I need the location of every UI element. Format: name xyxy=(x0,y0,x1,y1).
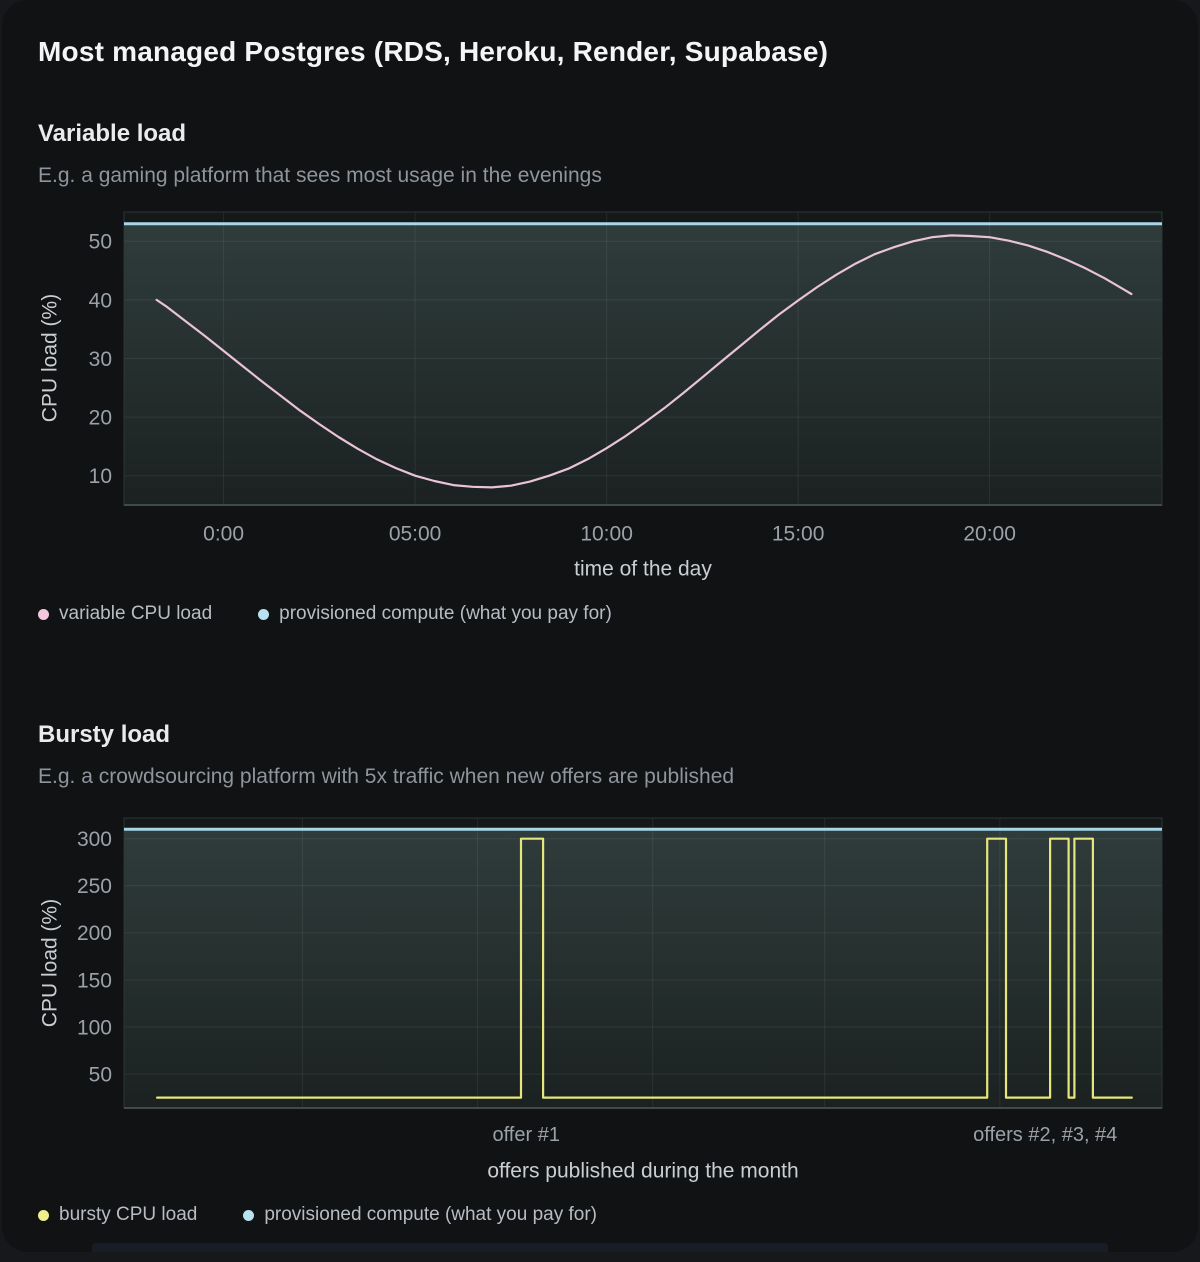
legend-label: bursty CPU load xyxy=(59,1204,198,1225)
svg-text:150: 150 xyxy=(77,969,112,992)
svg-text:40: 40 xyxy=(89,289,112,312)
svg-text:30: 30 xyxy=(89,348,112,371)
legend-dot xyxy=(38,1209,49,1221)
legend-label: provisioned compute (what you pay for) xyxy=(279,603,612,624)
variable-load-title: Variable load xyxy=(38,120,187,147)
legend-label: provisioned compute (what you pay for) xyxy=(264,1204,598,1225)
y-axis-label: CPU load (%) xyxy=(38,899,61,1027)
svg-text:10:00: 10:00 xyxy=(580,522,633,545)
svg-text:200: 200 xyxy=(77,922,112,945)
y-tick-labels: 10 20 30 40 50 xyxy=(89,231,112,488)
svg-text:300: 300 xyxy=(77,828,112,851)
gridlines xyxy=(124,212,1162,505)
legend-item[interactable]: provisioned compute (what you pay for) xyxy=(258,603,612,625)
svg-text:05:00: 05:00 xyxy=(389,522,442,545)
next-section-peek xyxy=(92,1243,1108,1252)
svg-text:20: 20 xyxy=(89,406,112,429)
cpu-load-line xyxy=(155,234,1133,489)
legend-item[interactable]: bursty CPU load xyxy=(38,1204,197,1226)
variable-load-legend: variable CPU load provisioned compute (wh… xyxy=(38,603,612,625)
annotation-label: offers #2, #3, #4 xyxy=(973,1124,1117,1146)
legend-item[interactable]: variable CPU load xyxy=(38,603,212,625)
annotation-label: offer #1 xyxy=(492,1124,559,1146)
x-axis-label: time of the day xyxy=(574,557,712,580)
svg-text:15:00: 15:00 xyxy=(772,522,825,545)
y-tick-labels: 50 100 150 200 250 300 xyxy=(77,828,112,1086)
gridlines xyxy=(124,818,1162,1108)
bursty-load-subtitle: E.g. a crowdsourcing platform with 5x tr… xyxy=(38,765,735,788)
svg-text:10: 10 xyxy=(89,465,112,488)
legend-dot xyxy=(243,1209,255,1221)
x-tick-labels: 0:00 05:00 10:00 15:00 20:00 xyxy=(203,522,1016,545)
provisioned-area xyxy=(124,829,1162,1108)
bursty-load-chart: 50 100 150 200 250 300 offer #1 offers #2, #3, … xyxy=(38,817,1163,1182)
page-title: Most managed Postgres (RDS, Heroku, Rend… xyxy=(38,36,829,67)
svg-text:20:00: 20:00 xyxy=(963,522,1016,545)
svg-text:100: 100 xyxy=(77,1016,112,1039)
svg-text:250: 250 xyxy=(77,875,112,898)
x-axis-label: offers published during the month xyxy=(487,1159,798,1182)
bursty-load-title: Bursty load xyxy=(38,721,171,748)
variable-load-chart: 10 20 30 40 50 0:00 05:00 10:00 15:00 20:00 CPU lo… xyxy=(38,211,1163,580)
cpu-load-line xyxy=(156,837,1133,1099)
variable-load-subtitle: E.g. a gaming platform that sees most us… xyxy=(38,164,602,187)
provisioned-area xyxy=(124,223,1162,505)
bursty-load-legend: bursty CPU load provisioned compute (what… xyxy=(38,1204,597,1226)
legend-dot xyxy=(258,608,270,620)
svg-text:50: 50 xyxy=(89,1063,112,1086)
legend-label: variable CPU load xyxy=(59,603,213,624)
svg-text:0:00: 0:00 xyxy=(203,522,244,545)
legend-item[interactable]: provisioned compute (what you pay for) xyxy=(243,1204,597,1226)
y-axis-label: CPU load (%) xyxy=(38,294,61,422)
legend-dot xyxy=(38,608,49,620)
svg-text:50: 50 xyxy=(89,231,112,254)
